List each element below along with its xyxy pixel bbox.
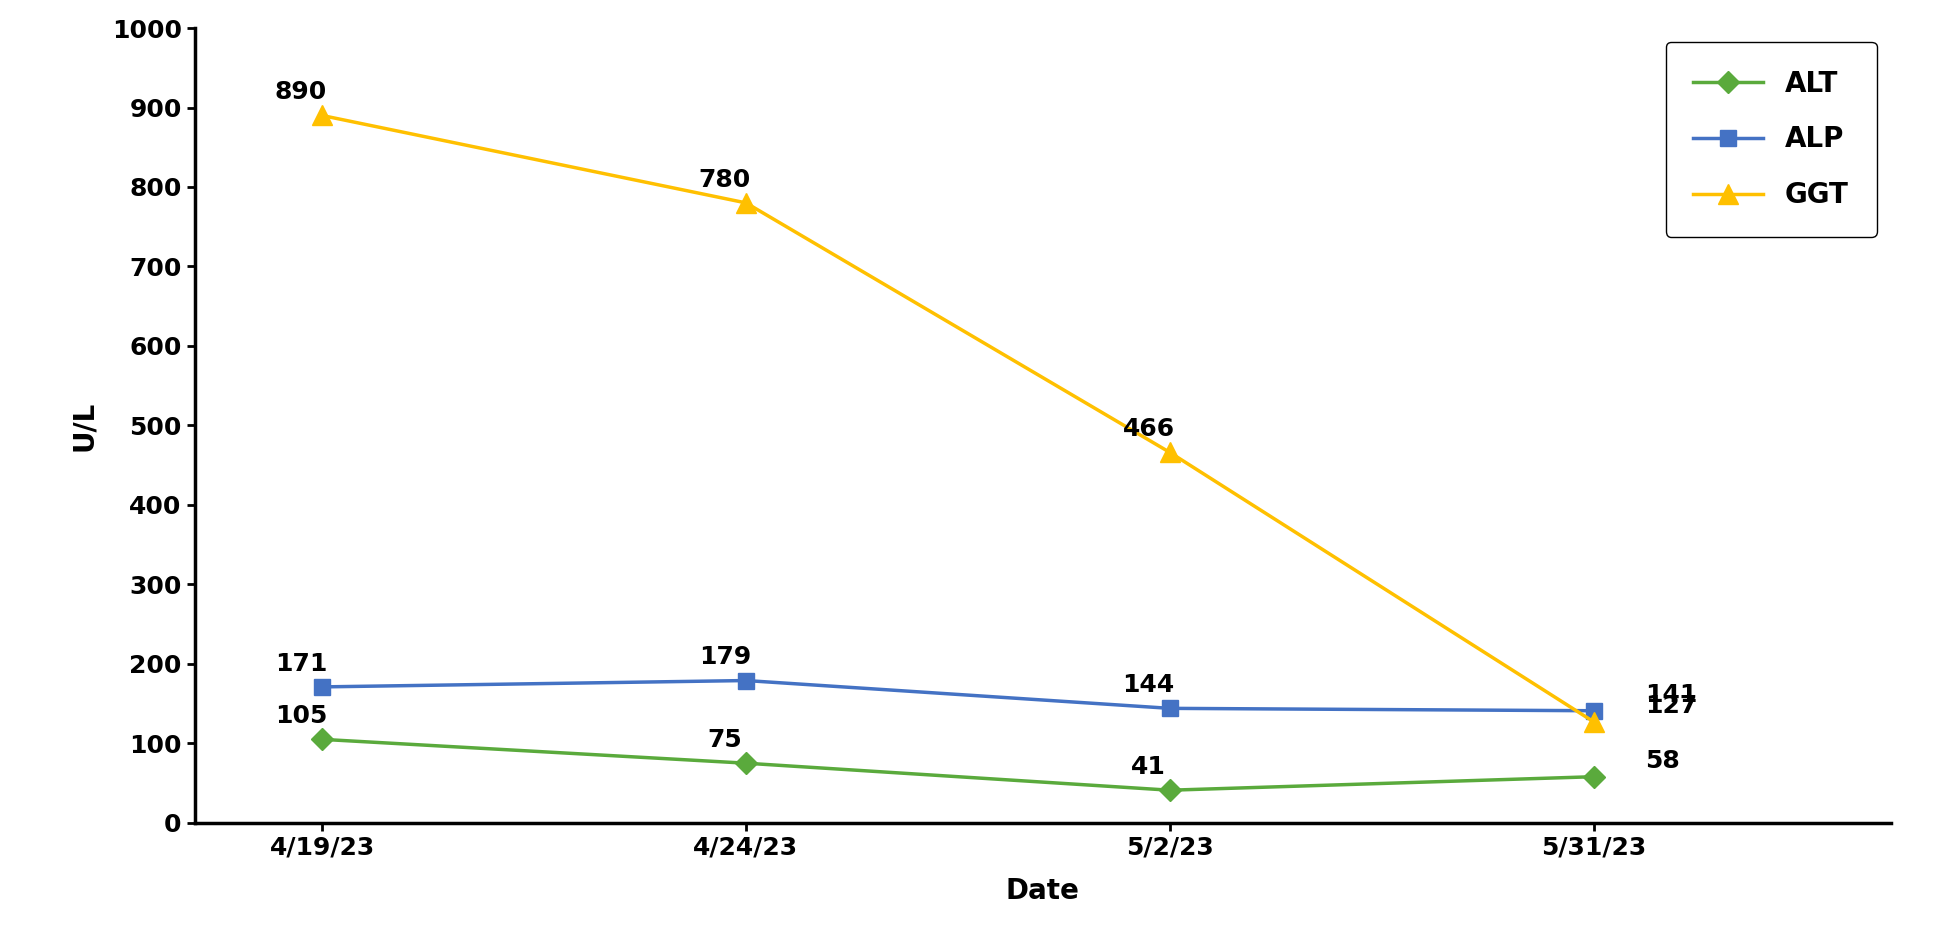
Line: GGT: GGT [312, 106, 1603, 731]
Text: 179: 179 [697, 645, 750, 669]
Line: ALT: ALT [314, 732, 1601, 798]
Text: 41: 41 [1130, 755, 1165, 779]
Y-axis label: U/L: U/L [70, 400, 97, 451]
ALP [310, 682, 333, 693]
GGT [310, 109, 333, 121]
Text: 171: 171 [275, 652, 327, 676]
Text: 780: 780 [697, 167, 750, 192]
GGT [734, 197, 758, 209]
ALP [1582, 705, 1605, 716]
Line: ALP: ALP [314, 673, 1601, 718]
ALT [734, 757, 758, 769]
Text: 890: 890 [275, 80, 327, 105]
ALT [1582, 771, 1605, 783]
ALT [310, 734, 333, 745]
ALT [1157, 784, 1180, 796]
Text: 105: 105 [275, 704, 327, 728]
Text: 127: 127 [1644, 694, 1697, 718]
Text: 144: 144 [1122, 673, 1175, 698]
Text: 75: 75 [707, 728, 742, 752]
GGT [1157, 447, 1180, 458]
Text: 141: 141 [1644, 683, 1697, 707]
Legend: ALT, ALP, GGT: ALT, ALP, GGT [1666, 42, 1876, 237]
X-axis label: Date: Date [1005, 877, 1079, 905]
Text: 58: 58 [1644, 749, 1679, 772]
ALP [734, 675, 758, 686]
Text: 466: 466 [1122, 417, 1175, 441]
ALP [1157, 703, 1180, 714]
GGT [1582, 716, 1605, 727]
